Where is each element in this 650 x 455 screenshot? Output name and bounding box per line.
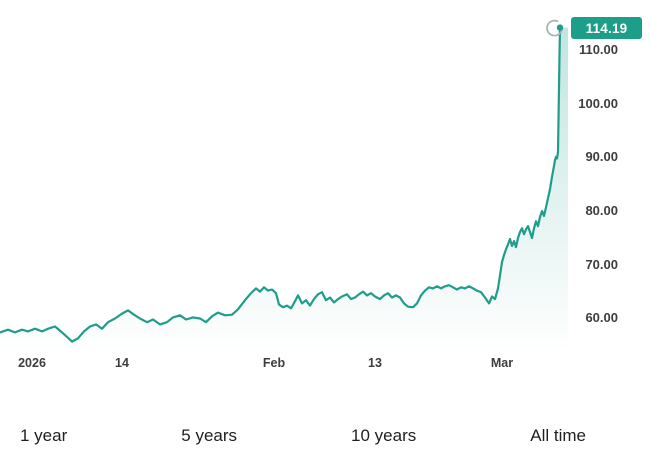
y-axis-label: 90.00: [585, 149, 618, 164]
x-axis-label: 2026: [18, 356, 46, 370]
x-axis-label: 13: [368, 356, 382, 370]
price-chart[interactable]: [0, 0, 650, 375]
y-axis-label: 80.00: [585, 203, 618, 218]
x-axis-label: Feb: [262, 356, 286, 370]
y-axis-label: 110.00: [578, 42, 618, 57]
y-axis-label: 70.00: [585, 257, 618, 272]
current-price-badge: 114.19: [571, 17, 642, 39]
area-fill: [0, 27, 568, 352]
endpoint-dot: [556, 24, 564, 31]
x-axis-label: 14: [115, 356, 129, 370]
range-button-all-time[interactable]: All time: [530, 426, 586, 445]
range-button-10-years[interactable]: 10 years: [351, 426, 417, 445]
pulse-ring-icon: [546, 19, 563, 37]
range-button-5-years[interactable]: 5 years: [181, 426, 238, 445]
y-axis-label: 100.00: [578, 96, 618, 111]
price-line: [0, 26, 562, 343]
range-button-1-year[interactable]: 1 year: [20, 426, 68, 445]
time-range-selector: 1 year 5 years 10 years All time: [0, 421, 650, 451]
y-axis-label: 60.00: [585, 310, 618, 325]
x-axis-label: Mar: [490, 356, 514, 370]
